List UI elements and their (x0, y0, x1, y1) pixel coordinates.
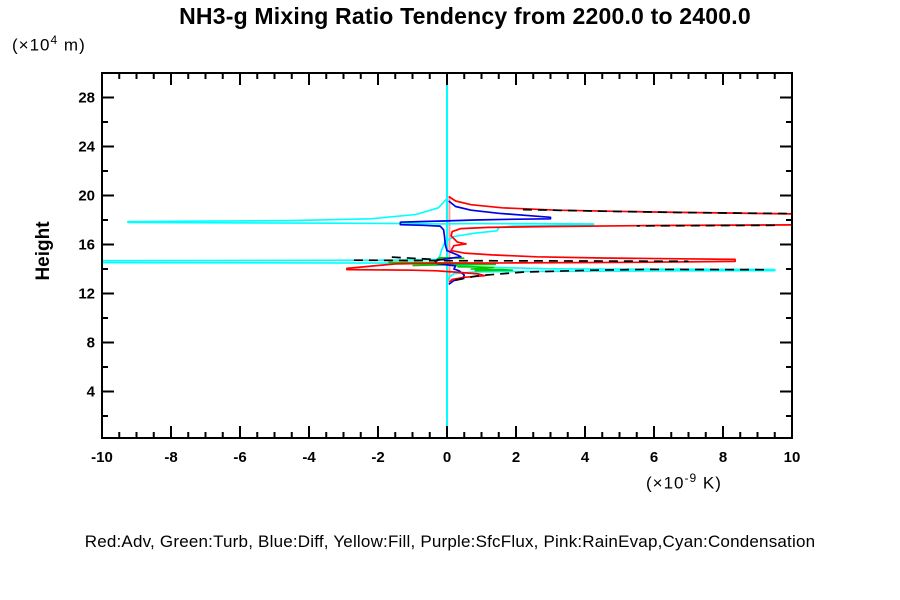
svg-text:8: 8 (719, 449, 727, 466)
svg-text:20: 20 (78, 188, 95, 205)
svg-text:-4: -4 (302, 449, 316, 466)
svg-text:-2: -2 (371, 449, 384, 466)
series-net (353, 208, 793, 281)
svg-text:4: 4 (87, 384, 96, 401)
page-title: NH3-g Mixing Ratio Tendency from 2200.0 … (179, 3, 751, 29)
legend-text: Red:Adv, Green:Turb, Blue:Diff, Yellow:F… (84, 532, 816, 551)
y-axis-unit-label: (×104 m) (12, 33, 86, 55)
svg-text:6: 6 (650, 449, 658, 466)
axis-ticks (101, 73, 793, 438)
svg-text:8: 8 (87, 335, 95, 352)
svg-text:10: 10 (784, 449, 801, 466)
svg-text:4: 4 (581, 449, 590, 466)
svg-text:28: 28 (78, 90, 95, 107)
series-adv (346, 195, 793, 284)
svg-text:2: 2 (512, 449, 520, 466)
svg-text:24: 24 (78, 139, 95, 156)
svg-text:-6: -6 (233, 449, 246, 466)
svg-text:-8: -8 (164, 449, 177, 466)
x-axis-unit-label: (×10-9 K) (646, 471, 722, 493)
svg-text:12: 12 (78, 286, 95, 303)
svg-text:0: 0 (443, 449, 451, 466)
svg-text:-10: -10 (91, 449, 113, 466)
series-diff (399, 200, 552, 285)
svg-text:16: 16 (78, 237, 95, 254)
